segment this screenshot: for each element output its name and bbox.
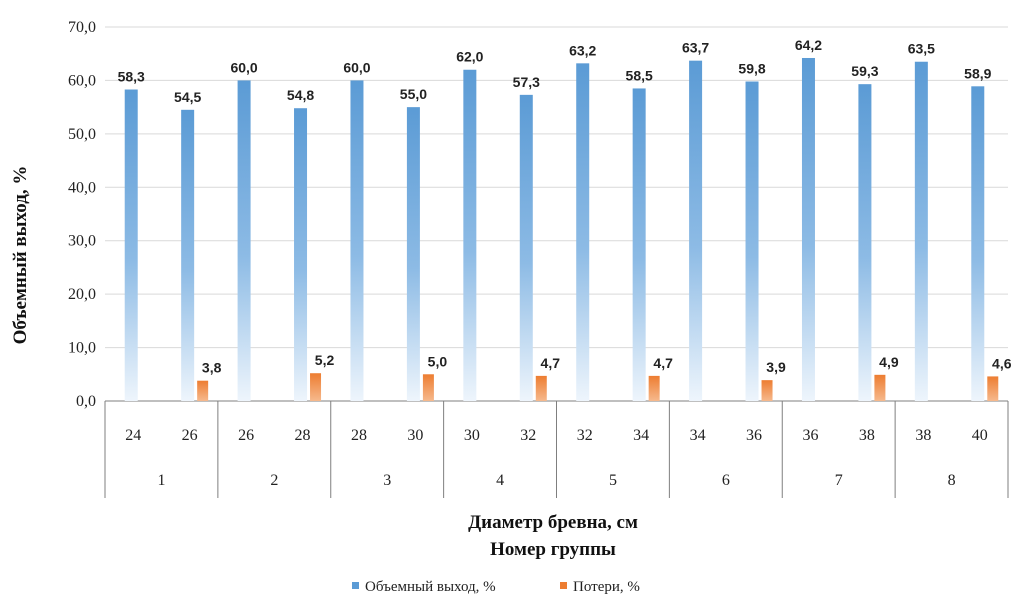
y-tick-label: 70,0 — [68, 19, 96, 36]
x-tick-label: 40 — [972, 427, 988, 444]
x-axis: 24 26 26 28 28 30 30 32 32 34 34 36 36 38 38 401 2 3 4 5 6 7 8 — [104, 401, 1009, 498]
x-tick-label: 30 — [407, 427, 423, 444]
x-group-label: 8 — [948, 472, 956, 489]
data-label-losses: 4,7 — [653, 355, 673, 371]
y-tick-label: 60,0 — [68, 72, 96, 89]
bar-volume-yield — [237, 80, 251, 401]
x-axis-title-group: Номер группы — [490, 539, 616, 560]
data-label-volume-yield: 62,0 — [456, 49, 483, 65]
bar-volume-yield — [519, 94, 533, 402]
data-label-volume-yield: 60,0 — [343, 59, 370, 75]
data-label-volume-yield: 64,2 — [795, 37, 822, 53]
bar-losses — [422, 374, 434, 401]
data-label-losses: 3,8 — [202, 360, 222, 376]
data-label-losses: 4,6 — [992, 355, 1012, 371]
x-tick-label: 28 — [351, 427, 367, 444]
x-tick-label: 26 — [238, 427, 254, 444]
x-tick-label: 30 — [464, 427, 480, 444]
y-tick-label: 50,0 — [68, 126, 96, 143]
bar-losses — [761, 380, 773, 401]
data-label-losses: 3,9 — [766, 359, 786, 375]
bar-volume-yield — [914, 61, 928, 401]
data-label-losses: 4,7 — [541, 355, 561, 371]
bar-volume-yield — [632, 88, 646, 401]
bar-losses — [987, 376, 999, 401]
y-axis-title: Объемный выход, % — [10, 166, 31, 345]
data-label-volume-yield: 57,3 — [513, 74, 540, 90]
bar-volume-yield — [294, 108, 308, 401]
x-group-label: 7 — [835, 472, 843, 489]
data-label-volume-yield: 54,8 — [287, 87, 314, 103]
bars — [124, 57, 999, 402]
x-group-label: 6 — [722, 472, 730, 489]
y-tick-label: 30,0 — [68, 233, 96, 250]
bar-losses — [197, 380, 209, 401]
bar-volume-yield — [858, 84, 872, 401]
data-label-volume-yield: 58,9 — [964, 65, 991, 81]
bar-volume-yield — [745, 81, 759, 402]
x-axis-title: Диаметр бревна, см — [468, 512, 638, 533]
x-tick-label: 32 — [520, 427, 536, 444]
x-tick-label: 36 — [746, 427, 762, 444]
data-label-volume-yield: 60,0 — [230, 59, 257, 75]
bar-losses — [310, 373, 322, 401]
bar-volume-yield — [689, 60, 703, 401]
x-group-label: 3 — [383, 472, 391, 489]
data-label-volume-yield: 58,5 — [626, 67, 653, 83]
legend-swatch — [560, 582, 567, 589]
bar-volume-yield — [971, 86, 985, 401]
y-tick-label: 0,0 — [76, 393, 96, 410]
x-tick-label: 24 — [125, 427, 141, 444]
bar-losses — [648, 375, 660, 401]
y-tick-label: 40,0 — [68, 179, 96, 196]
data-labels: 58,3 54,5 3,8 60,0 54,8 5,2 60,0 55,0 5,0 62,0 57,… — [118, 37, 1012, 376]
data-label-losses: 5,2 — [315, 352, 335, 368]
data-label-volume-yield: 58,3 — [118, 69, 145, 85]
data-label-losses: 4,9 — [879, 354, 899, 370]
x-tick-label: 26 — [182, 427, 198, 444]
bar-volume-yield — [350, 80, 364, 401]
y-tick-label: 20,0 — [68, 286, 96, 303]
gridlines — [105, 26, 1008, 402]
data-label-volume-yield: 63,7 — [682, 40, 709, 56]
data-label-volume-yield: 54,5 — [174, 89, 201, 105]
x-tick-label: 38 — [859, 427, 875, 444]
x-tick-label: 38 — [915, 427, 931, 444]
bar-volume-yield — [463, 69, 477, 401]
y-axis-ticks: 0,0 10,0 20,0 30,0 40,0 50,0 60,0 70,0 — [68, 19, 96, 410]
x-tick-label: 32 — [577, 427, 593, 444]
data-label-losses: 5,0 — [428, 353, 448, 369]
x-tick-label: 34 — [633, 427, 649, 444]
data-label-volume-yield: 63,2 — [569, 42, 596, 58]
data-label-volume-yield: 59,3 — [851, 63, 878, 79]
legend-swatch — [352, 582, 359, 589]
legend-entry: Объемный выход, % — [365, 579, 496, 595]
x-group-label: 1 — [157, 472, 165, 489]
bar-volume-yield — [124, 89, 138, 402]
bar-volume-yield — [576, 63, 590, 402]
x-group-label: 2 — [270, 472, 278, 489]
bar-volume-yield — [181, 109, 195, 402]
bar-volume-yield — [801, 57, 815, 401]
x-tick-label: 28 — [295, 427, 311, 444]
x-group-label: 4 — [496, 472, 504, 489]
legend-entry: Потери, % — [573, 579, 640, 595]
data-label-volume-yield: 63,5 — [908, 41, 935, 57]
data-label-volume-yield: 55,0 — [400, 86, 427, 102]
y-tick-label: 10,0 — [68, 340, 96, 357]
bar-volume-yield — [406, 107, 420, 402]
data-label-volume-yield: 59,8 — [738, 60, 765, 76]
legend: Объемный выход, % Потери, % — [352, 579, 640, 595]
x-group-label: 5 — [609, 472, 617, 489]
x-tick-label: 36 — [802, 427, 818, 444]
bar-losses — [874, 374, 886, 401]
x-tick-label: 34 — [690, 427, 706, 444]
bar-losses — [535, 375, 547, 401]
